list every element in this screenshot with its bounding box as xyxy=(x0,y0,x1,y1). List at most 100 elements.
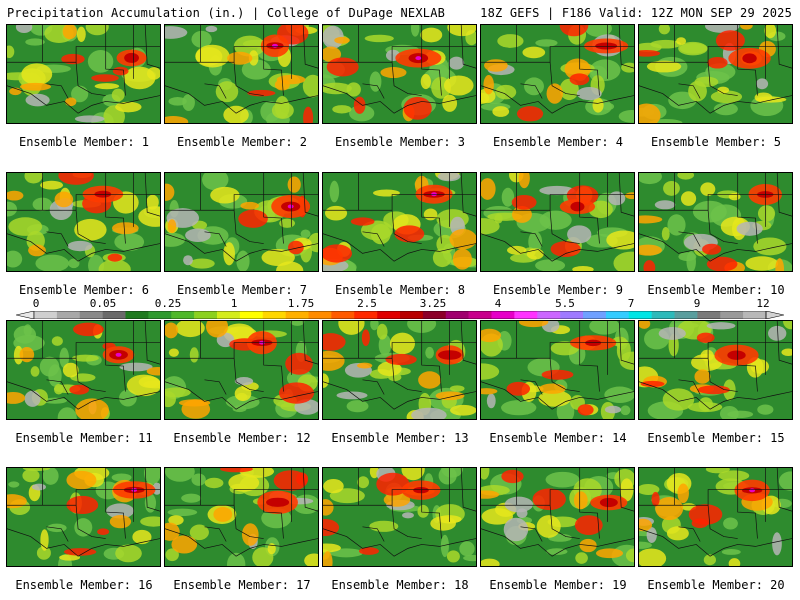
ensemble-map-panel xyxy=(164,24,319,124)
colorbar-swatch xyxy=(674,311,698,319)
precip-map xyxy=(323,25,476,123)
ensemble-map-panel xyxy=(480,24,635,124)
ensemble-member-label: Ensemble Member: 14 xyxy=(489,431,627,445)
ensemble-map-panel xyxy=(322,24,477,124)
colorbar-tick-label: 12 xyxy=(756,297,770,310)
precip-map xyxy=(165,321,318,419)
precip-map xyxy=(639,25,792,123)
ensemble-member-label: Ensemble Member: 12 xyxy=(173,431,311,445)
colorbar-swatch xyxy=(514,311,538,319)
precip-map xyxy=(7,173,160,271)
colorbar-swatch xyxy=(720,311,744,319)
colorbar-tick-label: 2.5 xyxy=(357,297,377,310)
ensemble-member-label: Ensemble Member: 15 xyxy=(647,431,785,445)
colorbar-swatch xyxy=(331,311,355,319)
colorbar-swatch xyxy=(400,311,424,319)
colorbar-swatch xyxy=(239,311,264,319)
colorbar-swatch xyxy=(605,311,630,319)
colorbar-tick-label: 7 xyxy=(627,297,635,310)
ensemble-member-label: Ensemble Member: 4 xyxy=(492,135,624,149)
precip-map xyxy=(639,173,792,271)
ensemble-map-panel xyxy=(6,320,161,420)
ensemble-map-panel xyxy=(322,467,477,567)
ensemble-member-label: Ensemble Member: 6 xyxy=(18,283,150,297)
ensemble-member-label: Ensemble Member: 19 xyxy=(489,578,627,592)
colorbar-swatch xyxy=(102,311,126,319)
colorbar-swatch xyxy=(194,311,218,319)
map-title: Precipitation Accumulation (in.) | Colle… xyxy=(7,6,446,20)
colorbar-swatch xyxy=(560,311,584,319)
ensemble-member-label: Ensemble Member: 9 xyxy=(492,283,624,297)
colorbar-swatch xyxy=(56,311,81,319)
colorbar-tick-label: 0.25 xyxy=(154,297,182,310)
precip-map xyxy=(481,25,634,123)
colorbar-tick-label: 5.5 xyxy=(555,297,575,310)
colorbar-swatch xyxy=(354,311,378,319)
ensemble-map-panel xyxy=(638,24,793,124)
ensemble-member-label: Ensemble Member: 8 xyxy=(334,283,466,297)
colorbar-tick-label: 3.25 xyxy=(419,297,447,310)
ensemble-map-panel xyxy=(164,172,319,272)
colorbar-swatch xyxy=(285,311,309,319)
ensemble-map-panel xyxy=(164,320,319,420)
colorbar-swatch xyxy=(697,311,721,319)
colorbar-tick-label: 0 xyxy=(32,297,40,310)
colorbar-swatch xyxy=(262,311,286,319)
ensemble-member-label: Ensemble Member: 7 xyxy=(176,283,308,297)
valid-time-label: 18Z GEFS | F186 Valid: 12Z MON SEP 29 20… xyxy=(480,6,792,20)
ensemble-map-panel xyxy=(638,172,793,272)
colorbar-tick-label: 1 xyxy=(230,297,238,310)
ensemble-member-label: Ensemble Member: 2 xyxy=(176,135,308,149)
colorbar-swatch xyxy=(171,311,195,319)
ensemble-member-label: Ensemble Member: 1 xyxy=(18,135,150,149)
colorbar-swatch xyxy=(468,311,492,319)
precip-map xyxy=(481,173,634,271)
ensemble-member-label: Ensemble Member: 13 xyxy=(331,431,469,445)
ensemble-map-panel xyxy=(322,172,477,272)
ensemble-map-panel xyxy=(6,24,161,124)
colorbar-swatch xyxy=(628,311,652,319)
ensemble-member-label: Ensemble Member: 20 xyxy=(647,578,785,592)
colorbar-swatch xyxy=(217,311,241,319)
colorbar-swatch xyxy=(491,311,515,319)
ensemble-member-label: Ensemble Member: 17 xyxy=(173,578,311,592)
colorbar-swatch xyxy=(34,311,58,319)
precip-map xyxy=(639,321,792,419)
precip-map xyxy=(7,321,160,419)
precip-map xyxy=(165,173,318,271)
precip-map xyxy=(323,173,476,271)
colorbar-tick-label: 1.75 xyxy=(287,297,315,310)
precip-map xyxy=(481,321,634,419)
colorbar-swatch xyxy=(377,311,401,319)
ensemble-map-panel xyxy=(480,320,635,420)
ensemble-map-panel xyxy=(638,467,793,567)
ensemble-member-label: Ensemble Member: 3 xyxy=(334,135,466,149)
ensemble-member-label: Ensemble Member: 16 xyxy=(15,578,153,592)
ensemble-map-panel xyxy=(638,320,793,420)
colorbar-swatch xyxy=(125,311,149,319)
ensemble-map-panel xyxy=(164,467,319,567)
precip-map xyxy=(639,468,792,566)
colorbar-swatch xyxy=(445,311,469,319)
colorbar-tick-label: 4 xyxy=(494,297,502,310)
colorbar-tick-label: 0.05 xyxy=(89,297,117,310)
precip-map xyxy=(7,25,160,123)
colorbar-swatch xyxy=(651,311,675,319)
colorbar-swatch xyxy=(148,311,172,319)
precip-map xyxy=(481,468,634,566)
colorbar-swatch xyxy=(308,311,332,319)
precip-map xyxy=(7,468,160,566)
colorbar-swatch xyxy=(422,311,447,319)
colorbar-swatch xyxy=(743,311,767,319)
ensemble-member-label: Ensemble Member: 10 xyxy=(647,283,785,297)
ensemble-member-label: Ensemble Member: 5 xyxy=(650,135,782,149)
precip-map xyxy=(323,321,476,419)
ensemble-map-panel xyxy=(6,467,161,567)
ensemble-map-panel xyxy=(322,320,477,420)
colorbar-tick-label: 9 xyxy=(693,297,701,310)
ensemble-member-label: Ensemble Member: 11 xyxy=(15,431,153,445)
colorbar-min-arrow xyxy=(16,311,35,319)
precip-map xyxy=(165,468,318,566)
ensemble-map-panel xyxy=(480,467,635,567)
colorbar-max-arrow xyxy=(765,311,784,319)
